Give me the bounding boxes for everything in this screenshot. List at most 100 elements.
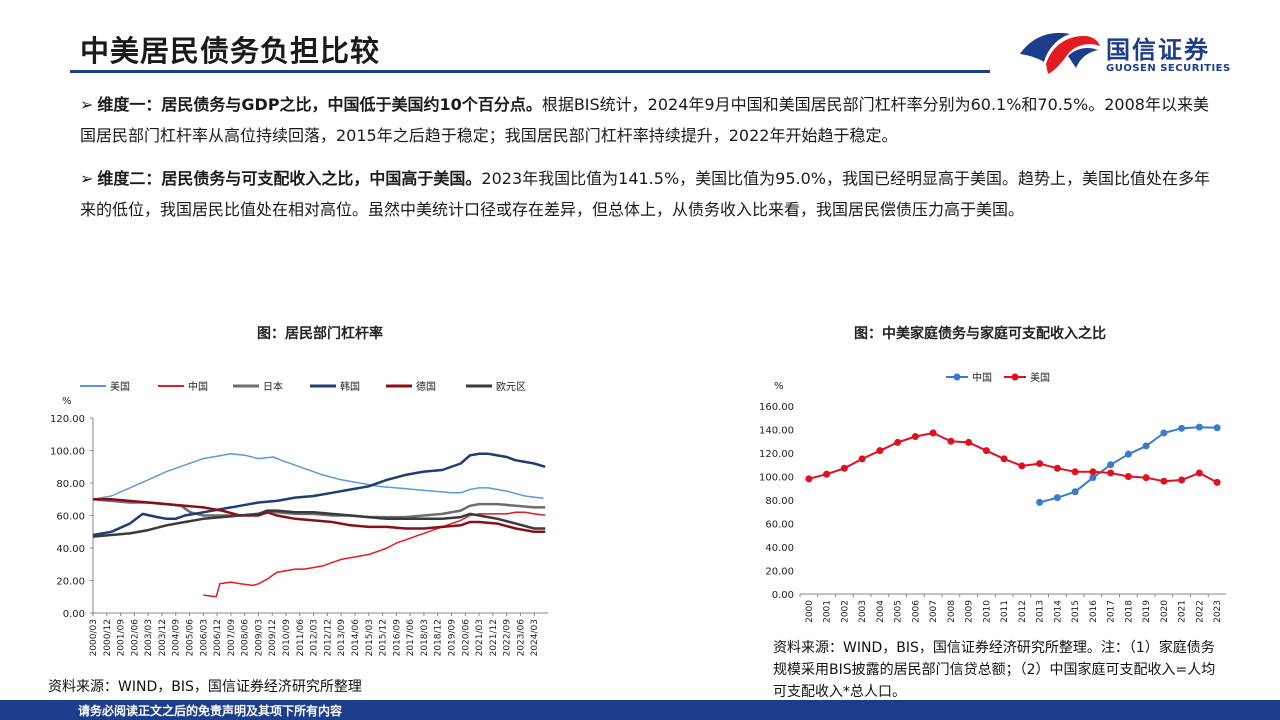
x-tick-label: 2021 (1178, 600, 1188, 623)
x-tick-label: 2003/03 (144, 619, 154, 656)
series-point-0 (1195, 423, 1203, 431)
x-tick-label: 2006/12 (213, 619, 223, 656)
point-1-text: 根据BIS统计，2024年9月中国和美国居民部门杠杆率分别为60.1%和70.5… (80, 95, 1209, 145)
x-tick-label: 2020 (1160, 600, 1170, 623)
debt-income-line-chart: 中国 美国% 0.00 20.00 40.00 60.00 80.00 100.00 120.0… (760, 371, 1226, 623)
series-point-1 (1071, 468, 1079, 476)
series-point-1 (1089, 468, 1097, 476)
point-2-text: 2023年我国比值为141.5%，美国比值为95.0%，我国已经明显高于美国。趋… (80, 169, 1210, 219)
legend-label-4: 德国 (416, 380, 436, 393)
bullet-arrow-icon: ➢ (80, 169, 94, 188)
series-point-1 (876, 447, 884, 455)
x-tick-label: 2015/12 (379, 619, 389, 656)
x-tick-label: 2019 (1142, 600, 1152, 623)
legend-label-3: 韩国 (340, 380, 360, 393)
y-tick-label: 60.00 (765, 520, 794, 531)
series-point-1 (858, 455, 866, 463)
series-point-0 (1124, 450, 1132, 458)
series-point-0 (1071, 488, 1079, 496)
series-line-3 (92, 452, 546, 537)
chart-2-title: 图：中美家庭债务与家庭可支配收入之比 (854, 326, 1106, 342)
series-point-1 (982, 447, 990, 455)
x-tick-label: 2022/09 (503, 619, 513, 657)
y-tick-label: 40.00 (765, 543, 794, 554)
x-tick-label: 2018/03 (420, 619, 430, 656)
logo-chinese-text: 国信证券 (1106, 36, 1210, 64)
y-tick-label: 100.00 (760, 473, 794, 484)
x-tick-label: 2000/03 (89, 619, 99, 656)
x-tick-label: 2015/03 (365, 619, 375, 656)
y-tick-label: 20.00 (56, 577, 85, 588)
series-line-1 (808, 431, 1218, 484)
y-tick-label: 60.00 (56, 512, 85, 523)
legend-marker-0 (953, 373, 961, 381)
x-tick-label: 2000/12 (103, 619, 113, 656)
series-point-1 (823, 470, 831, 478)
point-2-bold: 维度二：居民债务与可支配收入之比，中国高于美国。 (97, 169, 482, 188)
series-point-0 (1160, 429, 1168, 437)
footer-disclaimer: 请务必阅读正文之后的免责声明及其项下所有内容 (78, 704, 343, 718)
legend-label-1: 中国 (188, 380, 208, 393)
guosen-logo: 国信证券 GUOSEN SECURITIES (1018, 28, 1268, 78)
series-point-1 (1053, 464, 1061, 472)
x-tick-label: 2003/12 (158, 619, 168, 656)
x-tick-label: 2024/03 (530, 619, 540, 656)
x-tick-label: 2018/12 (434, 619, 444, 656)
bullet-arrow-icon: ➢ (80, 95, 94, 114)
x-tick-label: 2022 (1195, 600, 1205, 623)
series-point-0 (1178, 424, 1186, 432)
x-tick-label: 2003 (858, 600, 868, 623)
x-tick-label: 2012 (1018, 600, 1028, 623)
x-tick-label: 2016/09 (392, 619, 402, 657)
legend-label-1: 美国 (1030, 371, 1050, 384)
series-line-1 (203, 511, 546, 598)
series-point-1 (1107, 469, 1115, 477)
x-tick-label: 2001 (823, 600, 833, 623)
y-tick-label: 100.00 (50, 447, 85, 458)
series-point-1 (1000, 455, 1008, 463)
y-tick-label: 80.00 (765, 496, 794, 507)
x-tick-label: 2000 (805, 600, 815, 623)
legend-label-0: 美国 (110, 380, 130, 393)
series-point-0 (1036, 498, 1044, 506)
footer-bar: 请务必阅读正文之后的免责声明及其项下所有内容 (0, 700, 1280, 720)
x-tick-label: 2002/06 (130, 619, 140, 657)
series-point-1 (840, 464, 848, 472)
legend-label-2: 日本 (263, 380, 283, 393)
x-tick-label: 2009 (965, 600, 975, 623)
y-tick-label: 20.00 (765, 567, 794, 578)
x-tick-label: 2011/06 (296, 619, 306, 657)
series-point-1 (1160, 477, 1168, 485)
series-point-1 (1018, 462, 1026, 470)
series-point-1 (1213, 478, 1221, 486)
series-line-4 (93, 498, 546, 534)
x-tick-label: 2005 (894, 600, 904, 623)
y-tick-label: 80.00 (56, 479, 85, 490)
x-tick-label: 2008/06 (241, 619, 251, 657)
series-line-5 (92, 509, 546, 538)
x-tick-label: 2017/06 (406, 619, 416, 657)
x-tick-label: 2009/03 (254, 619, 264, 656)
y-unit-label: % (774, 381, 784, 392)
y-tick-label: 0.00 (63, 609, 85, 620)
x-tick-label: 2011 (1000, 600, 1010, 623)
x-tick-label: 2004/09 (172, 619, 182, 657)
page-title: 中美居民债务负担比较 (80, 34, 381, 68)
title-rule (70, 70, 990, 73)
point-1-bold: 维度一：居民债务与GDP之比，中国低于美国约10个百分点。 (97, 95, 542, 114)
x-tick-label: 2007 (929, 600, 939, 623)
x-tick-label: 2023 (1213, 600, 1223, 623)
x-tick-label: 2021/03 (475, 619, 485, 656)
y-tick-label: 120.00 (50, 414, 85, 425)
logo-english-text: GUOSEN SECURITIES (1106, 63, 1231, 74)
chart-1-title: 图：居民部门杠杆率 (257, 326, 383, 342)
series-point-1 (911, 433, 919, 441)
x-tick-label: 2007/09 (227, 619, 237, 657)
series-point-1 (805, 475, 813, 483)
chart-2-source: 资料来源：WIND，BIS，国信证券经济研究所整理。注：（1）家庭债务规模采用B… (773, 640, 1216, 700)
x-tick-label: 2018 (1124, 600, 1134, 623)
series-point-1 (1195, 469, 1203, 477)
y-tick-label: 0.00 (772, 590, 794, 601)
guosen-logo-mark-icon (1020, 32, 1100, 74)
chart-1-source: 资料来源：WIND，BIS，国信证券经济研究所整理 (48, 679, 362, 695)
